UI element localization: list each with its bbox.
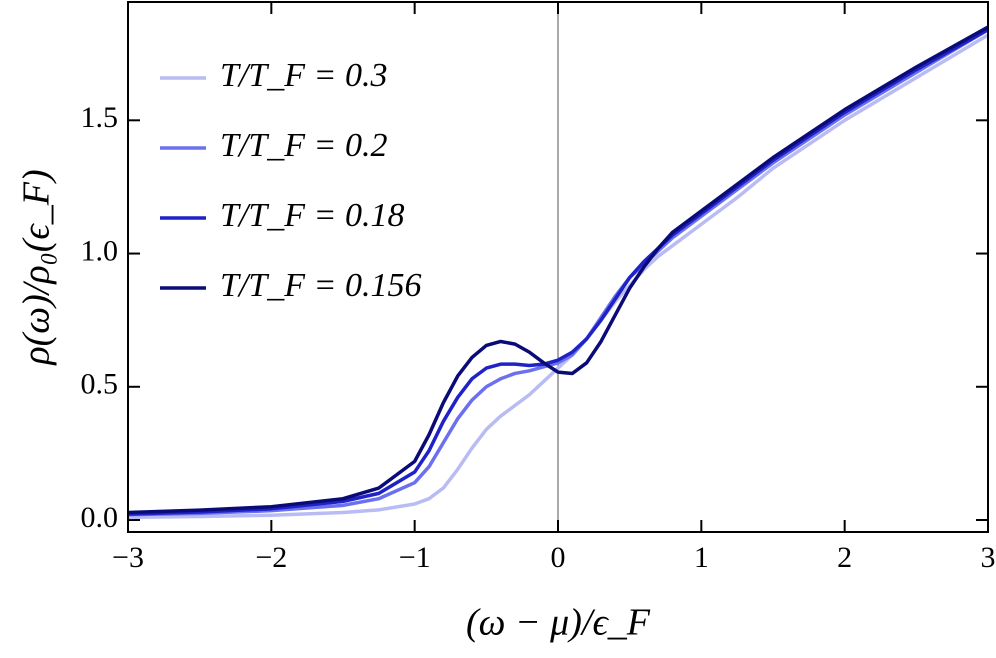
x-tick-label: 1: [694, 541, 709, 574]
x-axis-label: (ω − μ)/ϵ_F: [466, 602, 651, 644]
plot-frame: [127, 1, 989, 533]
x-tick-label: 3: [981, 541, 996, 574]
data-line: [127, 28, 989, 517]
data-line: [127, 25, 989, 515]
x-tick-label: 2: [837, 541, 852, 574]
y-tick-label: 0.5: [81, 368, 119, 401]
legend-text: T/T_F = 0.3: [220, 57, 387, 94]
data-line: [127, 28, 989, 516]
y-tick-label: 1.5: [81, 101, 119, 134]
data-line: [127, 33, 989, 520]
legend-text: T/T_F = 0.156: [220, 267, 421, 304]
y-axis-label: ρ(ω)/ρ₀(ϵ_F): [16, 169, 58, 365]
y-tick-label: 0.0: [81, 501, 119, 534]
y-tick-label: 1.0: [81, 234, 119, 267]
legend-text: T/T_F = 0.2: [220, 127, 387, 164]
legend-text: T/T_F = 0.18: [220, 197, 404, 234]
x-tick-label: 0: [551, 541, 566, 574]
x-tick-label: −1: [399, 541, 431, 574]
x-tick-label: −3: [112, 541, 144, 574]
x-tick-label: −2: [255, 541, 287, 574]
